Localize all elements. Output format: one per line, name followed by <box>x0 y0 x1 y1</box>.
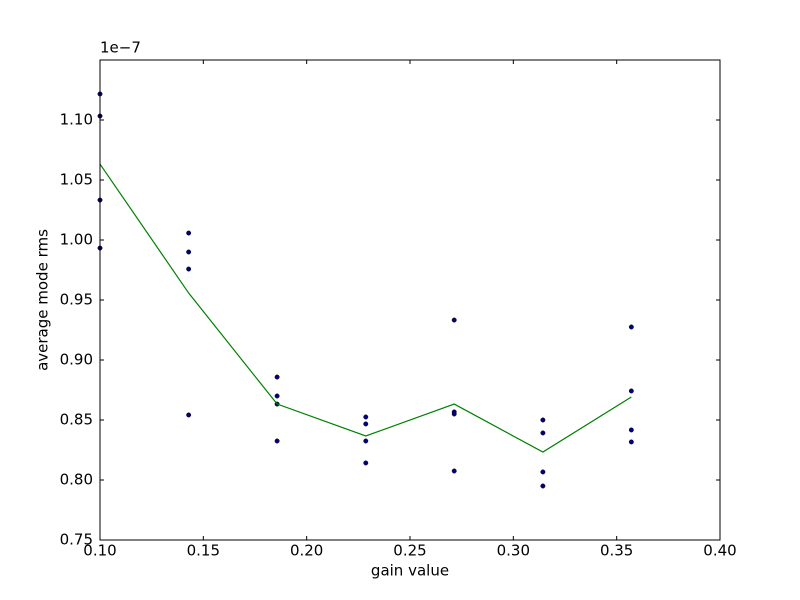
y-tick-label: 1.10 <box>60 111 93 129</box>
point <box>186 249 192 255</box>
point <box>274 374 280 380</box>
point <box>186 266 192 272</box>
plot-area <box>100 60 720 540</box>
point <box>540 417 546 423</box>
point <box>451 411 457 417</box>
x-tick-label: 0.35 <box>600 542 633 560</box>
point <box>540 430 546 436</box>
point <box>363 421 369 427</box>
x-tick-label: 0.25 <box>393 542 426 560</box>
y-tick-label: 0.85 <box>60 411 93 429</box>
y-tick-label: 0.75 <box>60 531 93 549</box>
point <box>363 438 369 444</box>
x-tick-label: 0.10 <box>83 542 116 560</box>
point <box>186 412 192 418</box>
point <box>540 483 546 489</box>
x-tick-label: 0.20 <box>290 542 323 560</box>
y-tick-label: 0.90 <box>60 351 93 369</box>
point <box>274 438 280 444</box>
point <box>628 439 634 445</box>
point <box>363 460 369 466</box>
y-tick-label: 1.00 <box>60 231 93 249</box>
point <box>186 230 192 236</box>
x-tick-label: 0.40 <box>703 542 736 560</box>
line <box>99 163 632 453</box>
y-tick-label: 0.80 <box>60 471 93 489</box>
axes-frame <box>99 59 721 541</box>
y-tick-label: 1.05 <box>60 171 93 189</box>
offset-label: 1e−7 <box>100 39 141 57</box>
point <box>628 324 634 330</box>
y-tick-label: 0.95 <box>60 291 93 309</box>
point <box>451 317 457 323</box>
point <box>628 388 634 394</box>
point <box>628 427 634 433</box>
point <box>540 469 546 475</box>
point <box>363 414 369 420</box>
x-axis-label: gain value <box>371 562 449 580</box>
point <box>274 393 280 399</box>
point <box>451 468 457 474</box>
x-tick-label: 0.15 <box>187 542 220 560</box>
y-axis-label: average mode rms <box>34 229 52 371</box>
x-tick-label: 0.30 <box>497 542 530 560</box>
